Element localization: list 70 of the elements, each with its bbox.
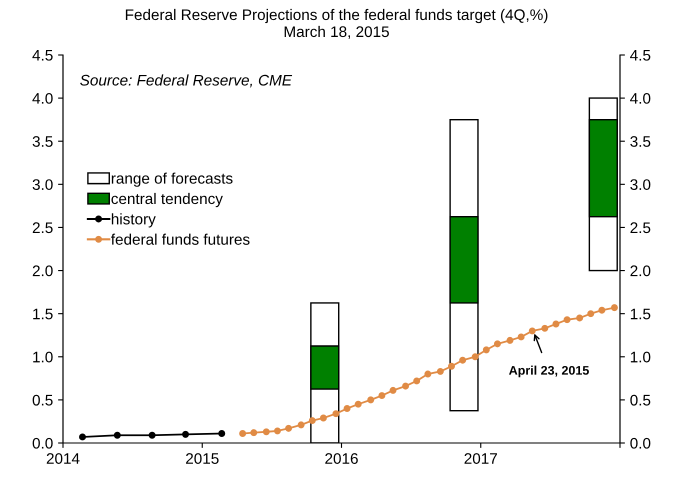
point [528, 327, 536, 334]
point [413, 377, 420, 384]
annotation: April 23, 2015 [508, 366, 589, 378]
y2-tick-label: 1.0 [630, 352, 650, 362]
annotation: Source: Federal Reserve, CME [80, 74, 292, 88]
y2-tick-label: 0.5 [630, 394, 650, 406]
point [436, 368, 444, 375]
x-tick-label: 2016 [325, 453, 358, 464]
y2-tick-label: 4.0 [630, 92, 650, 104]
y-tick-label: 1.0 [33, 352, 53, 362]
point [518, 333, 525, 340]
point [354, 400, 362, 408]
y2-tick-label: 4.5 [630, 50, 650, 61]
point [459, 356, 466, 364]
point [182, 430, 190, 438]
point [332, 410, 340, 418]
point [239, 430, 246, 437]
point [448, 362, 455, 370]
point [298, 421, 305, 428]
point [610, 304, 618, 312]
y2-tick-label: 1.5 [630, 308, 650, 320]
point [576, 314, 584, 322]
point [598, 306, 606, 314]
point [218, 430, 226, 437]
point [285, 424, 292, 432]
x-tick-label: 2014 [46, 453, 80, 464]
point [320, 414, 327, 422]
point [114, 432, 121, 439]
point [262, 428, 270, 436]
y-tick-label: 0.5 [32, 394, 53, 406]
x-tick-label: 2015 [186, 453, 219, 464]
y-tick-label: 4.0 [32, 92, 53, 104]
point [308, 417, 316, 424]
point [587, 310, 594, 318]
y-tick-label: 0.0 [32, 438, 53, 449]
point [274, 427, 281, 434]
point [552, 320, 560, 328]
y-tick-label: 2.5 [32, 222, 53, 234]
y2-tick-label: 0.0 [630, 438, 650, 449]
point [367, 396, 374, 404]
point [250, 429, 258, 436]
y-tick-label: 3.5 [32, 136, 53, 147]
point [378, 392, 386, 400]
point [506, 336, 514, 344]
point [79, 433, 86, 440]
y-tick-label: 3.0 [32, 179, 53, 190]
x-tick-label: 2017 [464, 453, 497, 464]
point [482, 346, 490, 354]
legend-label: central tendency [111, 192, 223, 208]
chart-title: Federal Reserve Projections of the federal funds target (4Q,%) [126, 8, 548, 24]
point [344, 405, 351, 412]
chart-subtitle: March 18, 2015 [284, 26, 389, 39]
y2-tick-label: 3.0 [630, 179, 650, 190]
point [494, 340, 501, 348]
legend-label: history [112, 213, 156, 228]
legend-label: range of forecasts [112, 172, 233, 187]
y-tick-label: 4.5 [32, 50, 53, 61]
point [424, 370, 432, 378]
point [564, 316, 571, 324]
point [148, 432, 156, 439]
point [402, 382, 410, 390]
point [541, 324, 548, 332]
y2-tick-label: 2.5 [630, 222, 650, 234]
y-tick-label: 1.5 [33, 308, 53, 320]
point [390, 386, 396, 394]
y2-tick-label: 2.0 [630, 265, 650, 276]
legend-label: federal funds futures [111, 234, 250, 245]
y-tick-label: 2.0 [32, 265, 53, 276]
point [472, 353, 479, 360]
y2-tick-label: 3.5 [630, 136, 650, 147]
